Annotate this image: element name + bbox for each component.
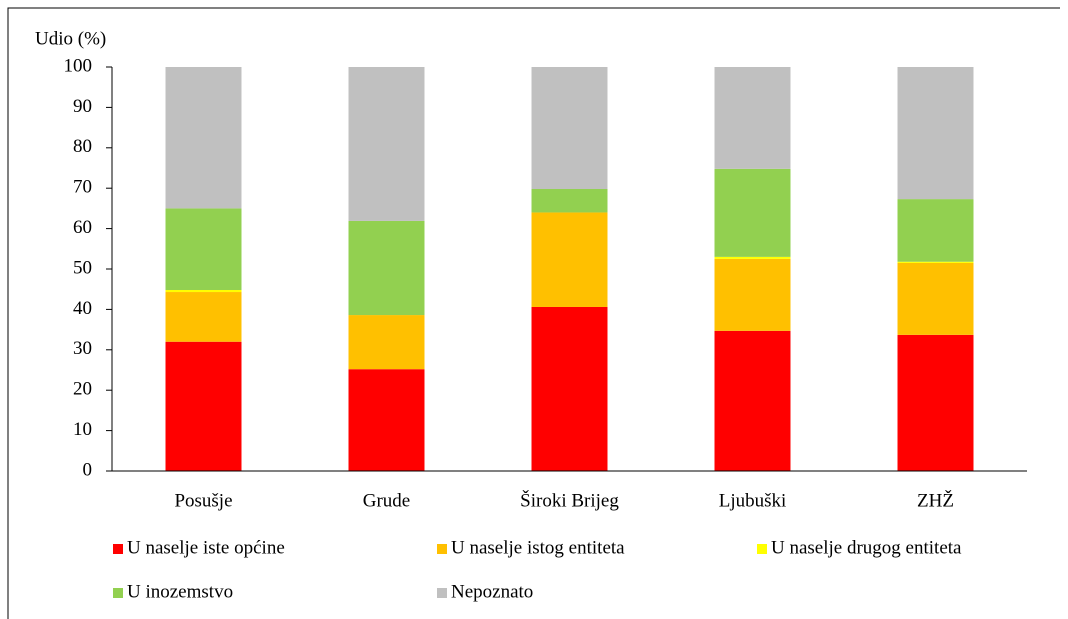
bar-segment bbox=[348, 315, 425, 370]
bar-segment bbox=[165, 290, 242, 293]
bar-segment bbox=[348, 67, 425, 221]
bar-segment bbox=[897, 334, 974, 471]
bar-segment bbox=[531, 67, 608, 190]
x-tick-label: Ljubuški bbox=[719, 490, 787, 511]
bar-segment bbox=[714, 256, 791, 259]
bar-segment bbox=[714, 168, 791, 257]
x-tick-label: Grude bbox=[363, 490, 410, 511]
bar-segment bbox=[165, 208, 242, 291]
frame bbox=[7, 7, 1060, 619]
bar-segment bbox=[897, 261, 974, 263]
legend-label: Nepoznato bbox=[451, 581, 533, 602]
y-tick-label: 80 bbox=[73, 136, 92, 157]
bar-segment bbox=[714, 330, 791, 471]
legend-swatch bbox=[113, 544, 123, 554]
x-tick-label: Široki Brijeg bbox=[520, 489, 619, 511]
bar-segment bbox=[165, 341, 242, 471]
bar-segment bbox=[165, 67, 242, 209]
legend-label: U naselje iste općine bbox=[127, 537, 285, 558]
bar-segment bbox=[897, 67, 974, 200]
x-tick-label: Posušje bbox=[174, 490, 232, 511]
y-tick-label: 90 bbox=[73, 96, 92, 117]
legend-swatch bbox=[437, 588, 447, 598]
legend-label: U inozemstvo bbox=[127, 581, 233, 602]
y-tick-label: 100 bbox=[64, 55, 93, 76]
y-tick-label: 70 bbox=[73, 177, 92, 198]
y-tick-label: 40 bbox=[73, 298, 92, 319]
y-tick-label: 0 bbox=[83, 459, 93, 480]
y-tick-label: 50 bbox=[73, 257, 92, 278]
bar-segment bbox=[348, 369, 425, 471]
bar-segment bbox=[531, 189, 608, 213]
bar-segment bbox=[897, 262, 974, 335]
y-axis-label: Udio (%) bbox=[35, 28, 106, 49]
bar-segment bbox=[531, 306, 608, 471]
bar-segment bbox=[897, 199, 974, 262]
legend-label: U naselje drugog entiteta bbox=[771, 537, 962, 558]
y-tick-label: 30 bbox=[73, 338, 92, 359]
y-tick-label: 20 bbox=[73, 379, 92, 400]
legend-label: U naselje istog entiteta bbox=[451, 537, 625, 558]
bar-segment bbox=[714, 258, 791, 331]
y-tick-label: 60 bbox=[73, 217, 92, 238]
legend-swatch bbox=[113, 588, 123, 598]
x-tick-label: ZHŽ bbox=[917, 489, 954, 511]
bar-segment bbox=[714, 67, 791, 169]
bar-segment bbox=[531, 212, 608, 307]
legend-swatch bbox=[437, 544, 447, 554]
legend-swatch bbox=[757, 544, 767, 554]
bar-segment bbox=[348, 220, 425, 316]
y-tick-label: 10 bbox=[73, 419, 92, 440]
bar-segment bbox=[165, 292, 242, 342]
